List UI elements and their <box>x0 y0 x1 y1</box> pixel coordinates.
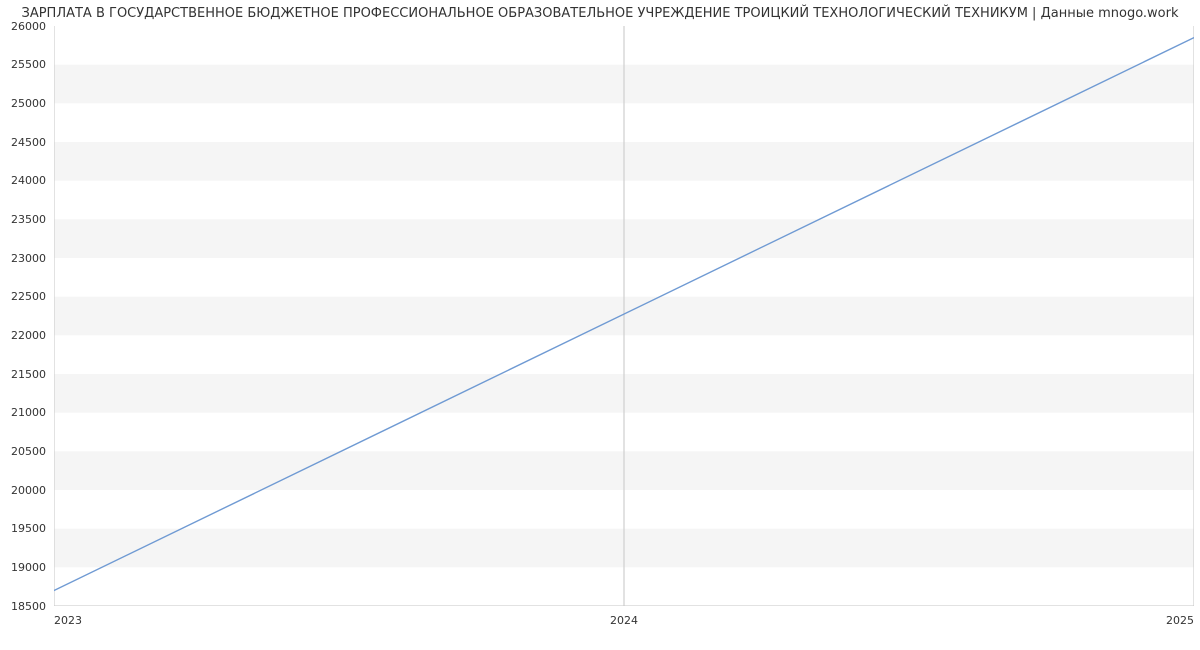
y-tick-label: 25500 <box>0 58 46 71</box>
chart-title: ЗАРПЛАТА В ГОСУДАРСТВЕННОЕ БЮДЖЕТНОЕ ПРО… <box>0 6 1200 21</box>
y-tick-label: 22500 <box>0 290 46 303</box>
y-tick-label: 26000 <box>0 20 46 33</box>
y-tick-label: 19000 <box>0 561 46 574</box>
y-tick-label: 21000 <box>0 406 46 419</box>
x-tick-label: 2024 <box>584 614 664 627</box>
x-tick-label: 2023 <box>54 614 114 627</box>
y-tick-label: 24000 <box>0 174 46 187</box>
y-tick-label: 23000 <box>0 252 46 265</box>
y-tick-label: 18500 <box>0 600 46 613</box>
y-tick-label: 20500 <box>0 445 46 458</box>
chart-area: 1850019000195002000020500210002150022000… <box>54 26 1194 606</box>
y-tick-label: 21500 <box>0 368 46 381</box>
y-tick-label: 19500 <box>0 522 46 535</box>
chart-svg <box>54 26 1194 606</box>
y-tick-label: 24500 <box>0 136 46 149</box>
y-tick-label: 25000 <box>0 97 46 110</box>
y-tick-label: 22000 <box>0 329 46 342</box>
x-tick-label: 2025 <box>1134 614 1194 627</box>
y-tick-label: 20000 <box>0 484 46 497</box>
y-tick-label: 23500 <box>0 213 46 226</box>
